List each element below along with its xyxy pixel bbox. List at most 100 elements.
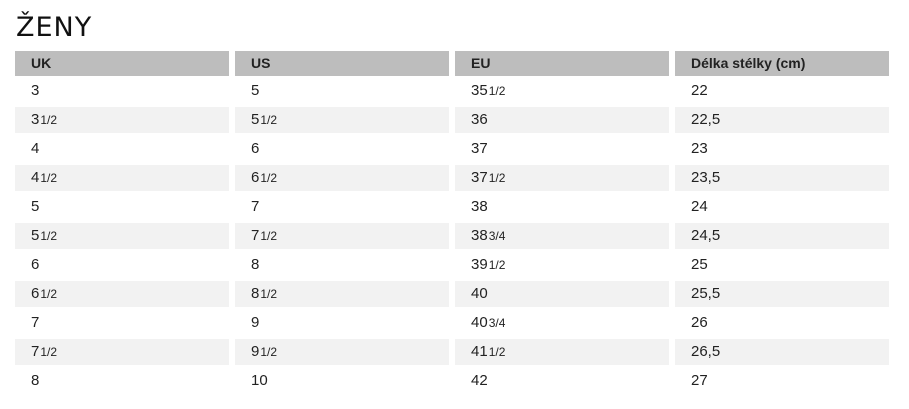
cell-uk: 71/2 (15, 339, 229, 365)
table-row: 61/2 81/2 40 25,5 (15, 279, 890, 308)
cell-fraction: 1/2 (260, 345, 278, 359)
cell-us: 91/2 (235, 339, 449, 365)
cell-value: 5 (251, 111, 260, 128)
cell-value: 3 (31, 111, 40, 128)
cell-uk: 4 (15, 134, 229, 163)
header-us: US (235, 51, 449, 76)
table-row: 8 10 42 27 (15, 366, 890, 395)
cell-value: 38 (471, 227, 488, 244)
cell-value: 9 (251, 314, 260, 331)
table-header-row: UK US EU Délka stélky (cm) (15, 51, 890, 76)
cell-value: 37 (471, 169, 488, 186)
cell-value: 8 (251, 285, 260, 302)
table-row: 71/2 91/2 411/2 26,5 (15, 337, 890, 366)
cell-value: 8 (251, 256, 260, 273)
cell-value: 38 (471, 198, 488, 215)
cell-value: 5 (31, 227, 40, 244)
cell-value: 25 (691, 256, 708, 273)
cell-fraction: 1/2 (260, 113, 278, 127)
cell-value: 23 (691, 140, 708, 157)
cell-fraction: 1/2 (40, 229, 58, 243)
cell-value: 6 (31, 285, 40, 302)
cell-value: 40 (471, 314, 488, 331)
cell-value: 6 (251, 169, 260, 186)
cell-us: 61/2 (235, 165, 449, 191)
cell-value: 6 (251, 140, 260, 157)
cell-value: 6 (31, 256, 40, 273)
cell-value: 42 (471, 372, 488, 389)
cell-insole-length: 26 (675, 308, 889, 337)
cell-uk: 5 (15, 192, 229, 221)
cell-value: 41 (471, 343, 488, 360)
cell-value: 8 (31, 372, 40, 389)
cell-value: 24 (691, 198, 708, 215)
cell-uk: 61/2 (15, 281, 229, 307)
cell-uk: 8 (15, 366, 229, 395)
cell-insole-length: 25,5 (675, 281, 889, 307)
cell-value: 7 (251, 198, 260, 215)
cell-value: 40 (471, 285, 488, 302)
cell-value: 39 (471, 256, 488, 273)
cell-uk: 31/2 (15, 107, 229, 133)
cell-value: 7 (251, 227, 260, 244)
cell-fraction: 1/2 (40, 171, 58, 185)
cell-fraction: 1/2 (40, 113, 58, 127)
table-body: 3 5 351/2 22 31/2 51/2 36 22,5 4 6 37 23 41/2 61/2 371… (15, 76, 890, 395)
cell-uk: 41/2 (15, 165, 229, 191)
cell-value: 4 (31, 140, 40, 157)
cell-fraction: 1/2 (488, 258, 506, 272)
cell-value: 26 (691, 314, 708, 331)
table-row: 7 9 403/4 26 (15, 308, 890, 337)
cell-fraction: 1/2 (40, 287, 58, 301)
cell-us: 71/2 (235, 223, 449, 249)
cell-fraction: 1/2 (488, 84, 506, 98)
table-row: 31/2 51/2 36 22,5 (15, 105, 890, 134)
cell-eu: 383/4 (455, 223, 669, 249)
cell-us: 10 (235, 366, 449, 395)
cell-value: 9 (251, 343, 260, 360)
cell-fraction: 1/2 (40, 345, 58, 359)
cell-eu: 36 (455, 107, 669, 133)
header-eu: EU (455, 51, 669, 76)
table-row: 5 7 38 24 (15, 192, 890, 221)
cell-uk: 51/2 (15, 223, 229, 249)
cell-uk: 7 (15, 308, 229, 337)
cell-value: 7 (31, 343, 40, 360)
cell-us: 7 (235, 192, 449, 221)
cell-fraction: 1/2 (260, 229, 278, 243)
cell-fraction: 3/4 (488, 316, 506, 330)
table-row: 3 5 351/2 22 (15, 76, 890, 105)
cell-insole-length: 24 (675, 192, 889, 221)
cell-us: 6 (235, 134, 449, 163)
cell-insole-length: 27 (675, 366, 889, 395)
cell-us: 9 (235, 308, 449, 337)
cell-value: 25,5 (691, 285, 721, 302)
cell-value: 23,5 (691, 169, 721, 186)
cell-uk: 6 (15, 250, 229, 279)
cell-value: 37 (471, 140, 488, 157)
cell-eu: 40 (455, 281, 669, 307)
cell-insole-length: 26,5 (675, 339, 889, 365)
cell-value: 3 (31, 82, 40, 99)
cell-eu: 37 (455, 134, 669, 163)
cell-eu: 42 (455, 366, 669, 395)
cell-fraction: 1/2 (488, 345, 506, 359)
cell-eu: 403/4 (455, 308, 669, 337)
cell-us: 8 (235, 250, 449, 279)
header-uk: UK (15, 51, 229, 76)
cell-us: 81/2 (235, 281, 449, 307)
cell-insole-length: 23,5 (675, 165, 889, 191)
header-insole-length: Délka stélky (cm) (675, 51, 889, 76)
table-row: 4 6 37 23 (15, 134, 890, 163)
cell-value: 5 (251, 82, 260, 99)
cell-eu: 411/2 (455, 339, 669, 365)
cell-eu: 351/2 (455, 76, 669, 105)
cell-value: 4 (31, 169, 40, 186)
cell-insole-length: 24,5 (675, 223, 889, 249)
table-row: 41/2 61/2 371/2 23,5 (15, 163, 890, 192)
cell-value: 10 (251, 372, 268, 389)
table-row: 51/2 71/2 383/4 24,5 (15, 221, 890, 250)
cell-value: 24,5 (691, 227, 721, 244)
cell-insole-length: 22,5 (675, 107, 889, 133)
cell-fraction: 1/2 (488, 171, 506, 185)
